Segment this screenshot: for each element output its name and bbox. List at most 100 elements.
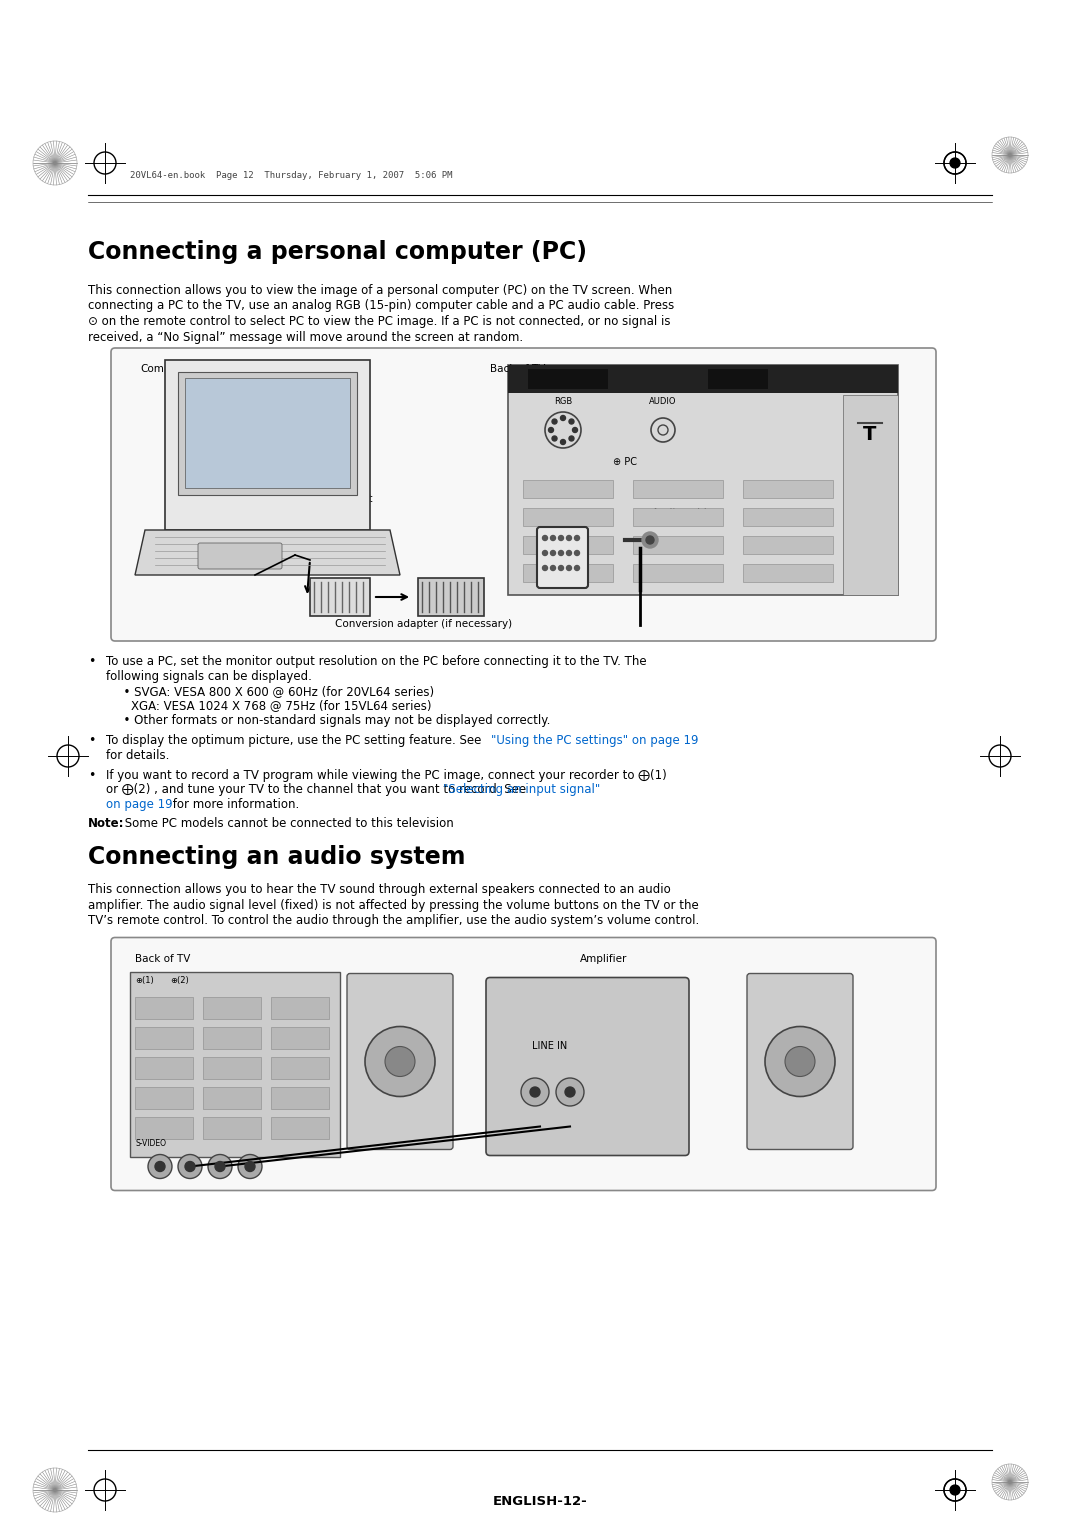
FancyBboxPatch shape xyxy=(347,973,453,1149)
Circle shape xyxy=(178,1155,202,1178)
Text: Computer: Computer xyxy=(140,364,192,374)
FancyBboxPatch shape xyxy=(130,972,340,1157)
Circle shape xyxy=(950,1485,960,1494)
Text: Back of TV: Back of TV xyxy=(490,364,545,374)
Circle shape xyxy=(365,1027,435,1097)
Text: XGA: VESA 1024 X 768 @ 75Hz (for 15VL64 series): XGA: VESA 1024 X 768 @ 75Hz (for 15VL64 … xyxy=(116,700,432,712)
Text: Note:: Note: xyxy=(87,817,124,830)
FancyBboxPatch shape xyxy=(203,1086,261,1108)
Circle shape xyxy=(642,532,658,549)
FancyBboxPatch shape xyxy=(743,480,833,498)
Circle shape xyxy=(148,1155,172,1178)
Circle shape xyxy=(561,440,566,445)
Text: for details.: for details. xyxy=(106,749,170,762)
Text: • SVGA: VESA 800 X 600 @ 60Hz (for 20VL64 series): • SVGA: VESA 800 X 600 @ 60Hz (for 20VL6… xyxy=(116,685,434,698)
Circle shape xyxy=(565,1086,575,1097)
Text: •: • xyxy=(87,733,95,747)
Circle shape xyxy=(556,1077,584,1106)
Text: Conversion adapter (if necessary): Conversion adapter (if necessary) xyxy=(335,619,512,630)
Polygon shape xyxy=(135,530,400,575)
Circle shape xyxy=(551,550,555,556)
Text: following signals can be displayed.: following signals can be displayed. xyxy=(106,669,312,683)
FancyBboxPatch shape xyxy=(418,578,484,616)
Circle shape xyxy=(530,1086,540,1097)
Text: If you want to record a TV program while viewing the PC image, connect your reco: If you want to record a TV program while… xyxy=(106,769,666,782)
Circle shape xyxy=(569,419,573,423)
Circle shape xyxy=(558,550,564,556)
FancyBboxPatch shape xyxy=(135,1117,193,1138)
Text: •: • xyxy=(87,769,95,782)
Text: received, a “No Signal” message will move around the screen at random.: received, a “No Signal” message will mov… xyxy=(87,330,523,344)
Text: Connecting a personal computer (PC): Connecting a personal computer (PC) xyxy=(87,240,588,264)
Circle shape xyxy=(384,1047,415,1077)
Circle shape xyxy=(552,435,557,442)
FancyBboxPatch shape xyxy=(135,1027,193,1048)
Text: •: • xyxy=(87,656,95,668)
Text: Connecting an audio system: Connecting an audio system xyxy=(87,845,465,869)
Text: for more information.: for more information. xyxy=(168,798,299,811)
Circle shape xyxy=(567,550,571,556)
Circle shape xyxy=(521,1077,549,1106)
Circle shape xyxy=(575,550,580,556)
Circle shape xyxy=(575,565,580,570)
Circle shape xyxy=(549,428,554,432)
FancyBboxPatch shape xyxy=(111,938,936,1190)
Text: connecting a PC to the TV, use an analog RGB (15-pin) computer cable and a PC au: connecting a PC to the TV, use an analog… xyxy=(87,299,674,313)
Circle shape xyxy=(156,1161,165,1172)
Text: RGB/PC
output: RGB/PC output xyxy=(240,527,280,552)
Circle shape xyxy=(551,565,555,570)
Text: ⊕(2): ⊕(2) xyxy=(170,976,189,986)
FancyBboxPatch shape xyxy=(271,1117,329,1138)
FancyBboxPatch shape xyxy=(508,365,897,393)
Polygon shape xyxy=(165,361,370,530)
FancyBboxPatch shape xyxy=(271,996,329,1019)
FancyBboxPatch shape xyxy=(111,348,936,642)
Text: TV’s remote control. To control the audio through the amplifier, use the audio s: TV’s remote control. To control the audi… xyxy=(87,914,699,927)
Text: This connection allows you to hear the TV sound through external speakers connec: This connection allows you to hear the T… xyxy=(87,883,671,895)
Circle shape xyxy=(569,435,573,442)
Circle shape xyxy=(646,536,654,544)
FancyBboxPatch shape xyxy=(310,578,370,616)
Circle shape xyxy=(785,1047,815,1077)
Circle shape xyxy=(561,416,566,420)
Text: ⊕(1): ⊕(1) xyxy=(135,976,153,986)
FancyBboxPatch shape xyxy=(633,507,723,526)
FancyBboxPatch shape xyxy=(271,1086,329,1108)
FancyBboxPatch shape xyxy=(523,507,613,526)
Circle shape xyxy=(245,1161,255,1172)
Circle shape xyxy=(238,1155,262,1178)
FancyBboxPatch shape xyxy=(633,480,723,498)
Text: To use a PC, set the monitor output resolution on the PC before connecting it to: To use a PC, set the monitor output reso… xyxy=(106,656,647,668)
Circle shape xyxy=(208,1155,232,1178)
Text: ⊙ on the remote control to select PC to view the PC image. If a PC is not connec: ⊙ on the remote control to select PC to … xyxy=(87,315,671,329)
Circle shape xyxy=(567,565,571,570)
Text: or ⨁(2) , and tune your TV to the channel that you want to record. See: or ⨁(2) , and tune your TV to the channe… xyxy=(106,784,530,796)
FancyBboxPatch shape xyxy=(198,542,282,568)
Text: • Other formats or non-standard signals may not be displayed correctly.: • Other formats or non-standard signals … xyxy=(116,714,551,727)
Text: ENGLISH-12-: ENGLISH-12- xyxy=(492,1494,588,1508)
Circle shape xyxy=(567,535,571,541)
FancyBboxPatch shape xyxy=(523,536,613,555)
Text: Back of TV: Back of TV xyxy=(135,953,190,964)
Text: Some PC models cannot be connected to this television: Some PC models cannot be connected to th… xyxy=(121,817,454,830)
FancyBboxPatch shape xyxy=(203,1117,261,1138)
Text: LINE IN: LINE IN xyxy=(532,1041,568,1051)
Text: This connection allows you to view the image of a personal computer (PC) on the : This connection allows you to view the i… xyxy=(87,284,672,296)
FancyBboxPatch shape xyxy=(135,1086,193,1108)
FancyBboxPatch shape xyxy=(523,480,613,498)
Polygon shape xyxy=(185,377,350,487)
Text: on page 19: on page 19 xyxy=(106,798,173,811)
FancyBboxPatch shape xyxy=(203,996,261,1019)
Text: Audio cable: Audio cable xyxy=(652,507,713,518)
Text: S-VIDEO: S-VIDEO xyxy=(135,1138,166,1148)
FancyBboxPatch shape xyxy=(747,973,853,1149)
FancyBboxPatch shape xyxy=(633,564,723,582)
Text: amplifier. The audio signal level (fixed) is not affected by pressing the volume: amplifier. The audio signal level (fixed… xyxy=(87,898,699,912)
Text: 20VL64-en.book  Page 12  Thursday, February 1, 2007  5:06 PM: 20VL64-en.book Page 12 Thursday, Februar… xyxy=(130,171,453,179)
FancyBboxPatch shape xyxy=(135,1056,193,1079)
Circle shape xyxy=(950,157,960,168)
FancyBboxPatch shape xyxy=(523,564,613,582)
Polygon shape xyxy=(178,371,357,495)
Circle shape xyxy=(765,1027,835,1097)
FancyBboxPatch shape xyxy=(486,978,689,1155)
